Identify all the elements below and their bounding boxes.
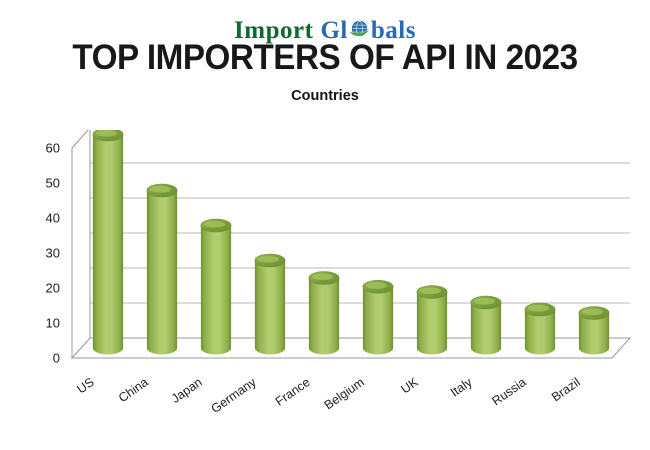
bar-uk <box>416 285 448 355</box>
y-tick-label: 20 <box>46 281 60 296</box>
x-tick-label: UK <box>398 375 421 397</box>
y-tick-label: 40 <box>46 211 60 226</box>
bar-japan <box>200 218 232 355</box>
bar-germany <box>254 253 286 355</box>
y-tick-label: 60 <box>46 141 60 156</box>
bar-italy <box>470 295 502 355</box>
bar-brazil <box>578 306 610 355</box>
y-axis-labels: 0 10 20 30 40 50 60 <box>46 141 60 366</box>
y-tick-label: 10 <box>46 316 60 331</box>
y-tick-label: 30 <box>46 246 60 261</box>
y-tick-label: 50 <box>46 176 60 191</box>
bar-chart: 0 10 20 30 40 50 60 US China Japan Germany France B… <box>0 130 650 450</box>
y-tick-label: 0 <box>53 351 60 366</box>
x-tick-label: China <box>116 375 151 405</box>
bar-us <box>92 130 124 355</box>
x-tick-label: Japan <box>169 375 205 406</box>
logo-text-bals: bals <box>370 17 416 44</box>
x-tick-label: Russia <box>489 375 528 408</box>
x-tick-label: Brazil <box>549 375 583 404</box>
chart-canvas: 0 10 20 30 40 50 60 US China Japan Germany France B… <box>46 130 632 416</box>
logo-text-import: Import <box>234 17 314 44</box>
bar-china <box>146 183 178 355</box>
x-axis-labels: US China Japan Germany France Belgium UK Italy R… <box>74 375 582 416</box>
x-tick-label: Belgium <box>322 375 367 412</box>
page-title: TOP IMPORTERS OF API IN 2023 <box>72 38 578 77</box>
bar-russia <box>524 302 556 355</box>
x-tick-label: France <box>273 375 313 409</box>
logo-text-gl: Gl <box>320 17 348 44</box>
chart-bars <box>92 130 610 355</box>
globe-icon <box>348 18 371 41</box>
bar-belgium <box>362 279 394 355</box>
x-tick-label: US <box>74 375 96 396</box>
x-tick-label: Italy <box>448 375 475 400</box>
bar-france <box>308 271 340 355</box>
chart-subtitle: Countries <box>291 87 359 104</box>
brand-logo: Import Gl bals <box>0 0 650 43</box>
x-tick-label: Germany <box>209 375 260 416</box>
